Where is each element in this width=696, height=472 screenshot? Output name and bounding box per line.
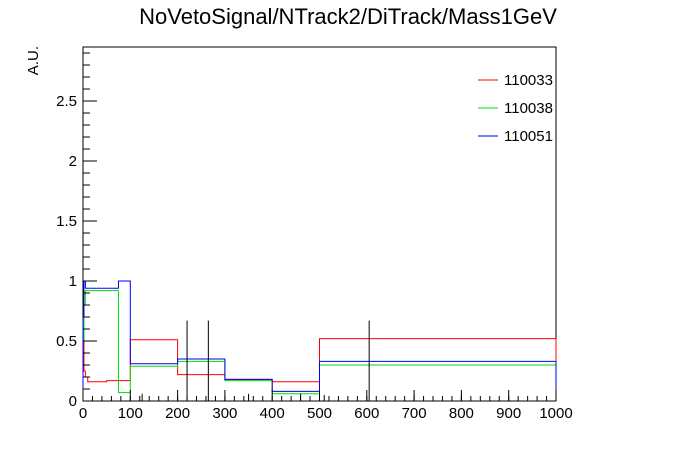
legend-label: 110038 bbox=[504, 100, 553, 117]
x-tick-label: 600 bbox=[354, 405, 379, 422]
error-bar-layer bbox=[141, 320, 462, 401]
x-tick-label: 100 bbox=[118, 405, 143, 422]
x-tick-label: 300 bbox=[212, 405, 237, 422]
x-tick-label: 900 bbox=[496, 405, 521, 422]
x-tick-label: 700 bbox=[402, 405, 427, 422]
y-tick-label: 1 bbox=[69, 273, 77, 290]
y-tick-label: 2 bbox=[69, 153, 77, 170]
y-tick-label: 2.5 bbox=[56, 93, 77, 110]
legend-label: 110033 bbox=[504, 72, 553, 89]
x-tick-label: 0 bbox=[79, 405, 87, 422]
chart-title: NoVetoSignal/NTrack2/DiTrack/Mass1GeV bbox=[139, 4, 557, 29]
x-tick-label: 400 bbox=[260, 405, 285, 422]
y-tick-label: 0.5 bbox=[56, 333, 77, 350]
y-axis-label: A.U. bbox=[25, 46, 42, 75]
series-layer bbox=[82, 280, 557, 401]
x-tick-label: 1000 bbox=[539, 405, 572, 422]
legend: 110033 110038 110051 bbox=[478, 72, 553, 145]
y-tick-label: 0 bbox=[69, 393, 77, 410]
x-tick-label: 200 bbox=[165, 405, 190, 422]
x-tick-label: 800 bbox=[449, 405, 474, 422]
x-tick-label: 500 bbox=[307, 405, 332, 422]
legend-label: 110051 bbox=[504, 128, 553, 145]
y-tick-label: 1.5 bbox=[56, 213, 77, 230]
axes: 0 100 200 300 400 500 600 700 800 900 1000 0 0.5 1 1.5… bbox=[56, 52, 573, 422]
